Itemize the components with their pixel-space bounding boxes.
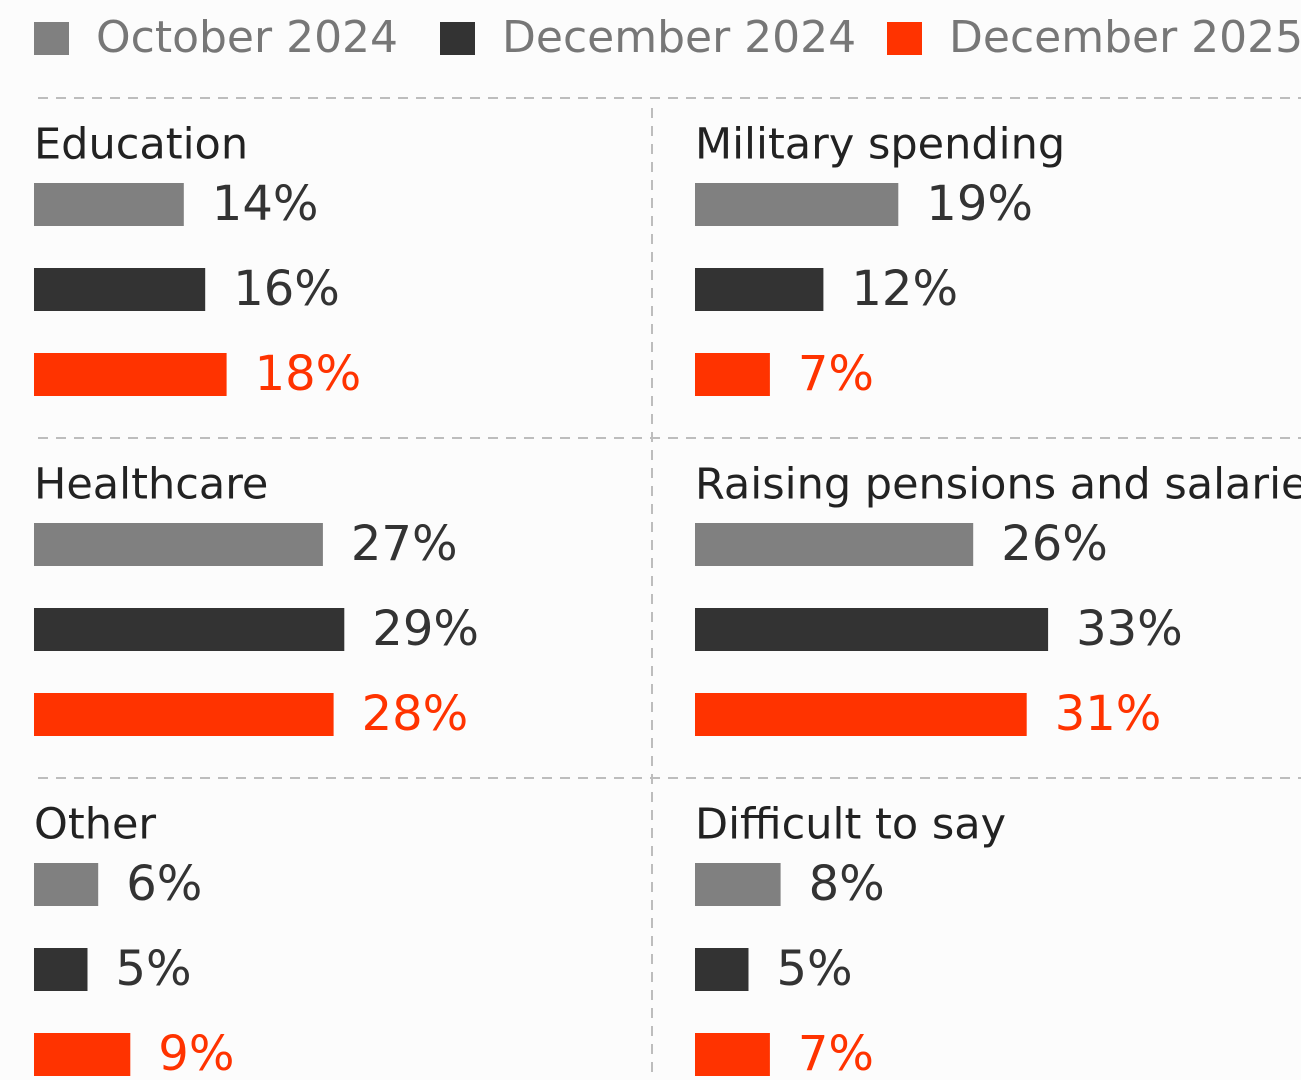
value-label: 9% [158, 1026, 234, 1080]
panel-title: Raising pensions and salaries [695, 460, 1301, 510]
bar [34, 863, 99, 906]
bar [695, 693, 1027, 736]
value-label: 5% [116, 941, 192, 997]
bar [695, 863, 781, 906]
value-label: 7% [798, 346, 874, 402]
legend-swatch [34, 22, 69, 55]
bar [695, 268, 824, 311]
panel-title: Difficult to say [695, 800, 1006, 850]
value-label: 31% [1055, 686, 1162, 742]
bar [34, 1033, 131, 1076]
value-label: 16% [233, 261, 340, 317]
value-label: 14% [212, 176, 319, 232]
panel-title: Education [34, 120, 248, 170]
legend-label: October 2024 [96, 12, 398, 63]
legend-swatch [440, 22, 475, 55]
legend-swatch [887, 22, 922, 55]
legend-label: December 2024 [502, 12, 856, 63]
bar [34, 183, 184, 226]
bar [695, 523, 974, 566]
panel-title: Military spending [695, 120, 1065, 170]
bar [34, 353, 227, 396]
value-label: 5% [777, 941, 853, 997]
value-label: 19% [926, 176, 1033, 232]
panel-title: Other [34, 800, 156, 850]
bar [695, 353, 770, 396]
bar [34, 608, 345, 651]
panel-title: Healthcare [34, 460, 268, 510]
value-label: 7% [798, 1026, 874, 1080]
value-label: 33% [1076, 601, 1183, 657]
value-label: 18% [255, 346, 362, 402]
bar [695, 183, 899, 226]
value-label: 8% [809, 856, 885, 912]
bar [34, 693, 334, 736]
value-label: 29% [372, 601, 479, 657]
bar [34, 948, 88, 991]
value-label: 12% [851, 261, 958, 317]
bar [34, 523, 323, 566]
value-label: 26% [1001, 516, 1108, 572]
bar [34, 268, 206, 311]
value-label: 28% [362, 686, 469, 742]
legend-label: December 2025 [949, 12, 1301, 63]
bar [695, 608, 1049, 651]
bar [695, 948, 749, 991]
value-label: 27% [351, 516, 458, 572]
bar [695, 1033, 770, 1076]
value-label: 6% [126, 856, 202, 912]
